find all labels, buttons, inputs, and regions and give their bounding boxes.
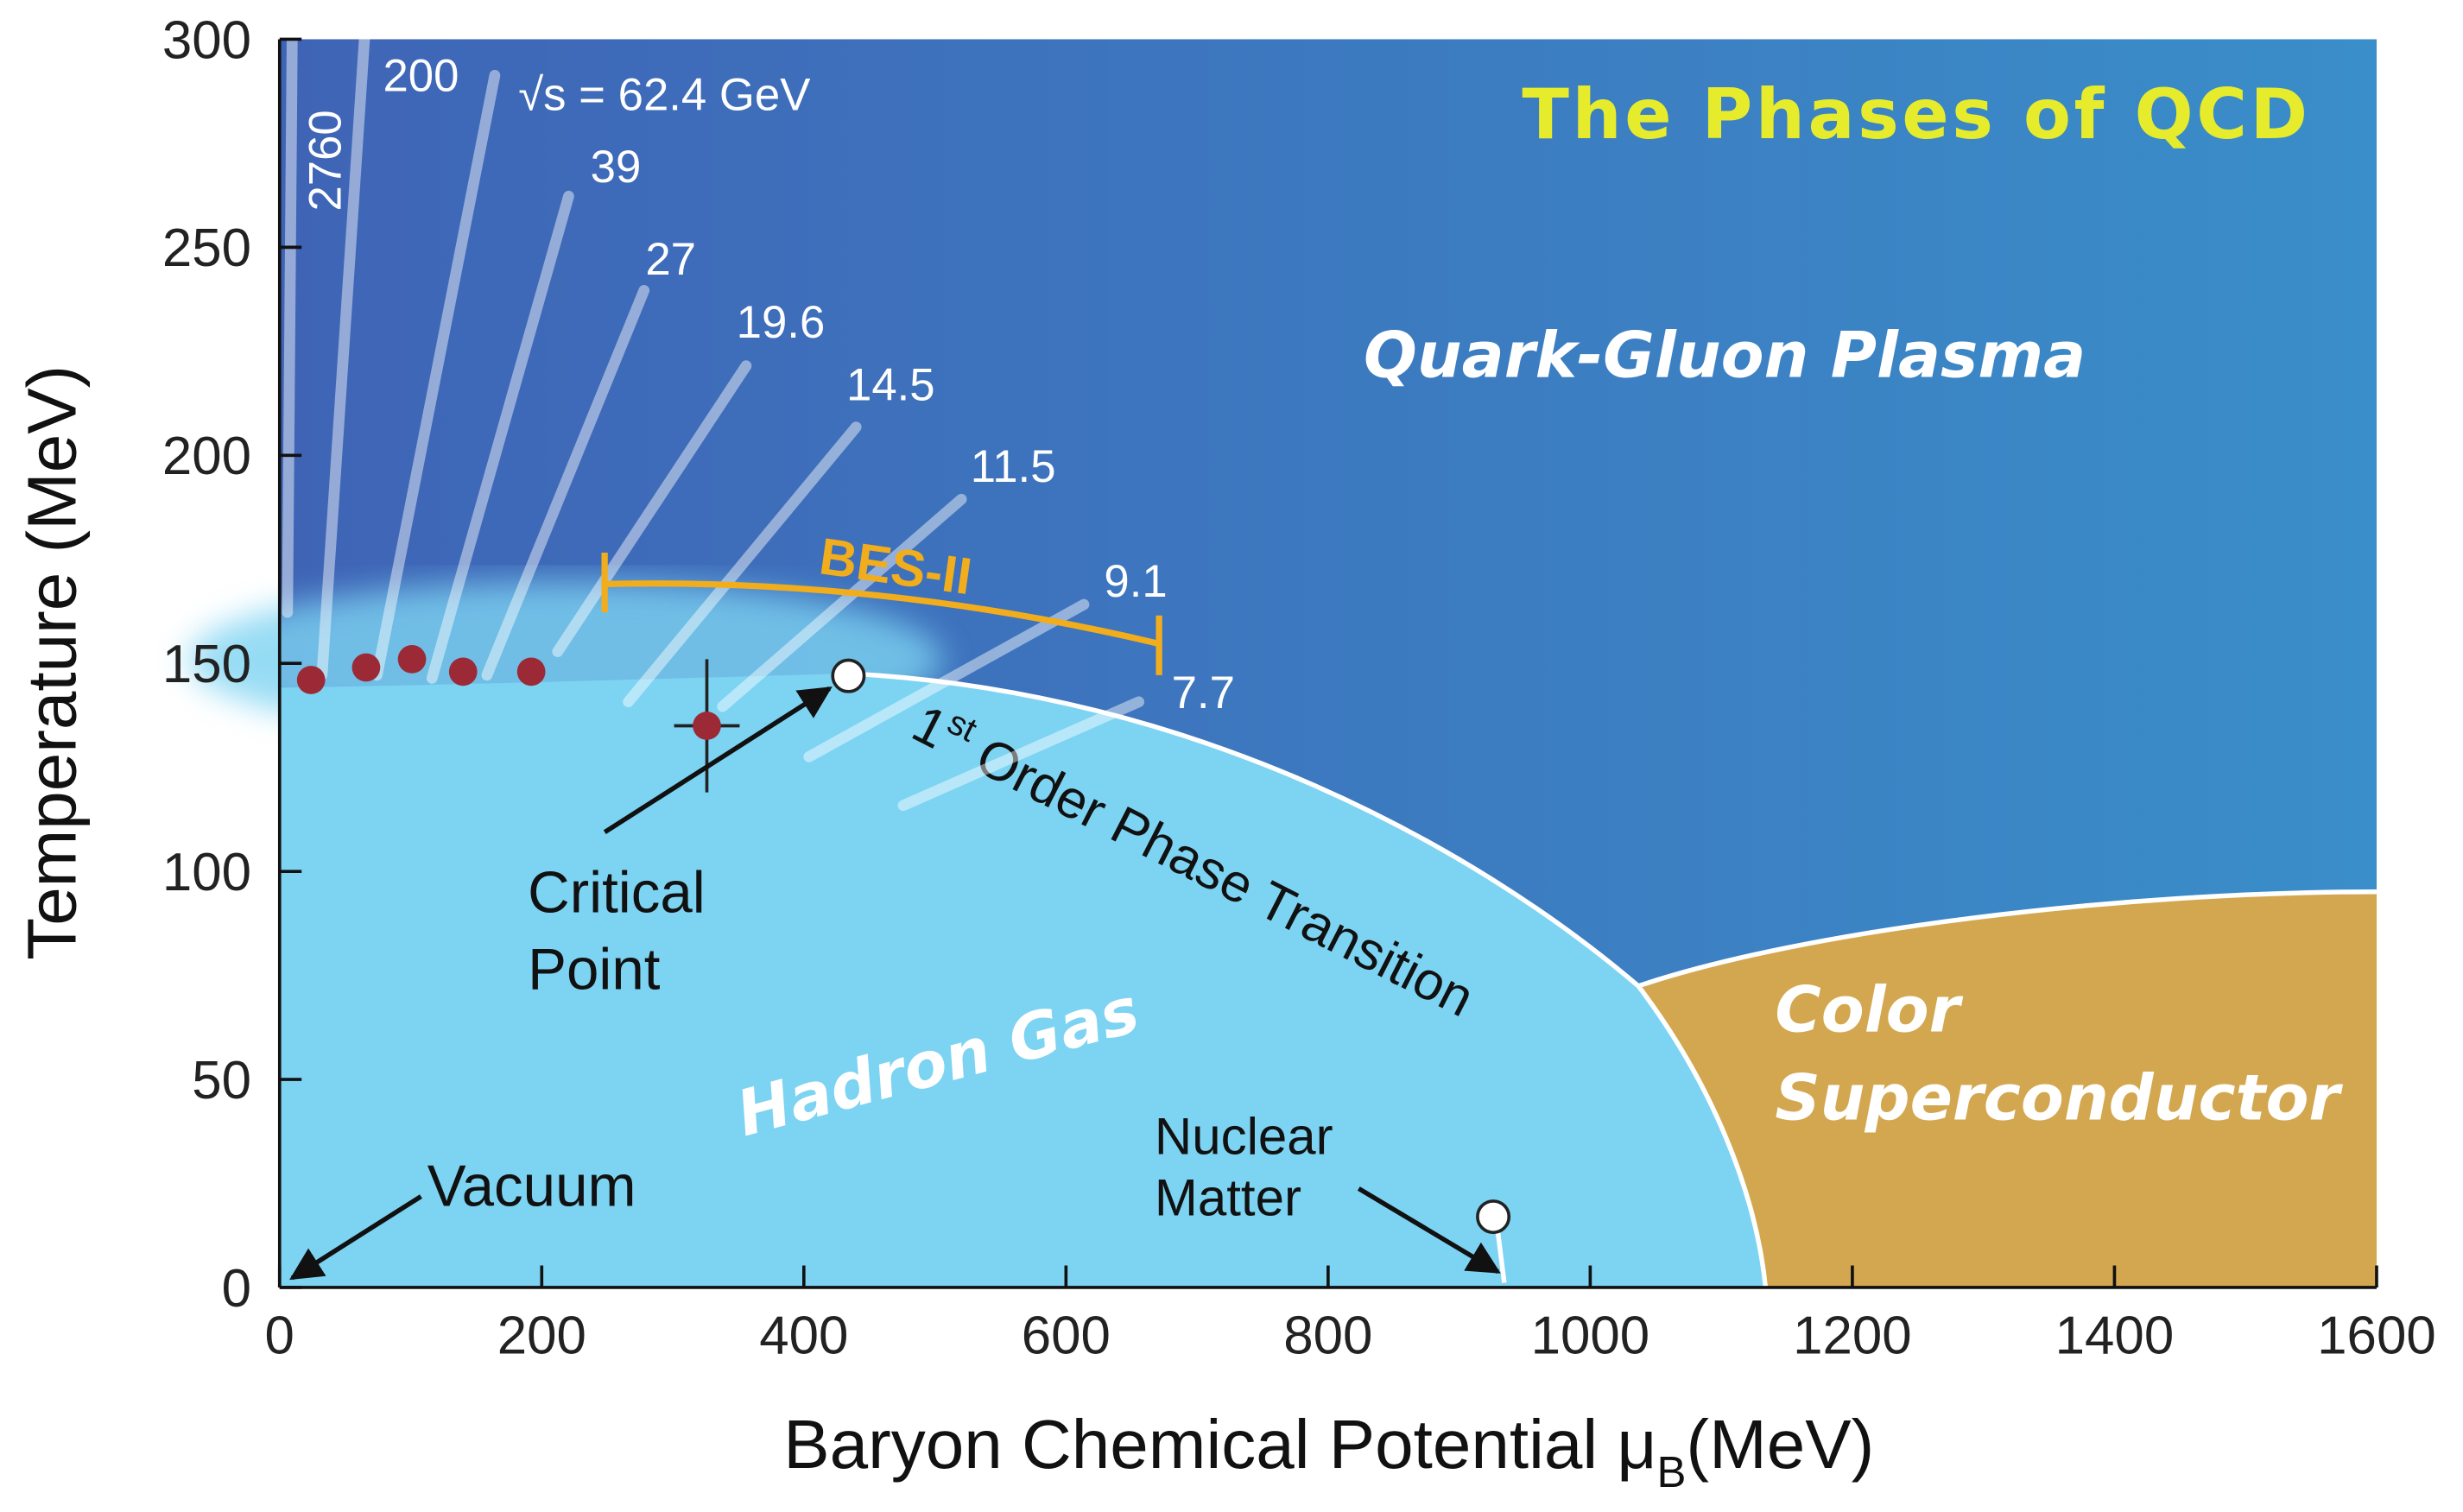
nuclear-matter-point bbox=[1476, 1199, 1511, 1235]
freeze-out-point bbox=[397, 645, 427, 674]
x-axis-title: B bbox=[1656, 1447, 1686, 1496]
bes-range bbox=[605, 580, 1160, 648]
energy-label: 200 bbox=[383, 50, 459, 101]
arrow bbox=[289, 1194, 422, 1281]
y-axis-title: Temperature (MeV) bbox=[13, 365, 90, 960]
energy-line bbox=[481, 285, 650, 681]
freeze-out-point bbox=[296, 666, 326, 694]
x-axis-title: Baryon Chemical Potential μB(MeV) bbox=[783, 1406, 1874, 1496]
energy-label: √s = 62.4 GeV bbox=[518, 69, 810, 120]
x-tick-label: 800 bbox=[1283, 1306, 1372, 1365]
energy-line bbox=[426, 190, 574, 684]
energy-label: 39 bbox=[591, 142, 642, 193]
x-axis-title: (MeV) bbox=[1686, 1406, 1874, 1483]
energy-line bbox=[717, 493, 967, 712]
x-tick-label: 200 bbox=[497, 1306, 586, 1365]
critical-point bbox=[831, 658, 866, 693]
estimate-point bbox=[693, 712, 721, 740]
x-tick-label: 1400 bbox=[2055, 1306, 2175, 1365]
x-tick-label: 400 bbox=[759, 1306, 848, 1365]
energy-label: 19.6 bbox=[737, 297, 826, 348]
chart-title: The Phases of QCD bbox=[1522, 74, 2310, 155]
arrow bbox=[1357, 1186, 1501, 1275]
energy-line bbox=[623, 421, 862, 708]
y-tick-label: 200 bbox=[162, 427, 251, 486]
energy-line bbox=[897, 696, 1145, 812]
energy-label: 11.5 bbox=[971, 441, 1056, 492]
energy-label: 2760 bbox=[301, 110, 351, 211]
arrow bbox=[603, 686, 833, 834]
nuclear-line bbox=[1495, 1231, 1507, 1283]
x-tick-label: 600 bbox=[1022, 1306, 1111, 1365]
csc-region bbox=[1638, 891, 2377, 1287]
region-label: Quark-Gluon Plasma bbox=[1364, 319, 2086, 392]
x-tick-label: 1200 bbox=[1793, 1306, 1912, 1365]
energy-label: 9.1 bbox=[1104, 556, 1167, 607]
energy-line bbox=[282, 34, 298, 618]
x-tick-label: 1600 bbox=[2317, 1306, 2436, 1365]
x-tick-label: 0 bbox=[265, 1306, 294, 1365]
energy-label: 27 bbox=[645, 234, 696, 285]
y-tick-label: 300 bbox=[162, 10, 251, 70]
energy-line bbox=[552, 360, 752, 657]
energy-label: 7.7 bbox=[1172, 667, 1235, 718]
freeze-out-point bbox=[516, 657, 546, 686]
hadron-region bbox=[279, 674, 1766, 1287]
energy-line bbox=[316, 34, 370, 681]
phase-boundary bbox=[1637, 889, 2377, 989]
phase-boundary bbox=[848, 671, 1769, 1288]
annotation: Vacuum bbox=[427, 1154, 636, 1218]
energy-line bbox=[371, 69, 501, 681]
annotation: Point bbox=[528, 938, 661, 1003]
freeze-out-point bbox=[448, 657, 478, 686]
annotation: Critical bbox=[528, 860, 706, 925]
energy-label: 14.5 bbox=[846, 360, 935, 411]
freeze-out-point bbox=[351, 653, 381, 682]
annotation: Nuclear bbox=[1155, 1107, 1333, 1165]
region-label: Color bbox=[1775, 974, 1963, 1047]
annotation: Matter bbox=[1155, 1168, 1301, 1226]
energy-line bbox=[803, 598, 1090, 762]
y-tick-label: 50 bbox=[192, 1051, 251, 1110]
background bbox=[188, 39, 2377, 1287]
y-tick-label: 150 bbox=[162, 635, 251, 694]
y-tick-label: 250 bbox=[162, 218, 251, 278]
y-tick-label: 100 bbox=[162, 843, 251, 902]
x-axis-title: Baryon Chemical Potential μ bbox=[783, 1406, 1656, 1483]
x-tick-label: 1000 bbox=[1531, 1306, 1650, 1365]
y-tick-label: 0 bbox=[222, 1259, 251, 1319]
region-label: Superconductor bbox=[1775, 1061, 2343, 1135]
